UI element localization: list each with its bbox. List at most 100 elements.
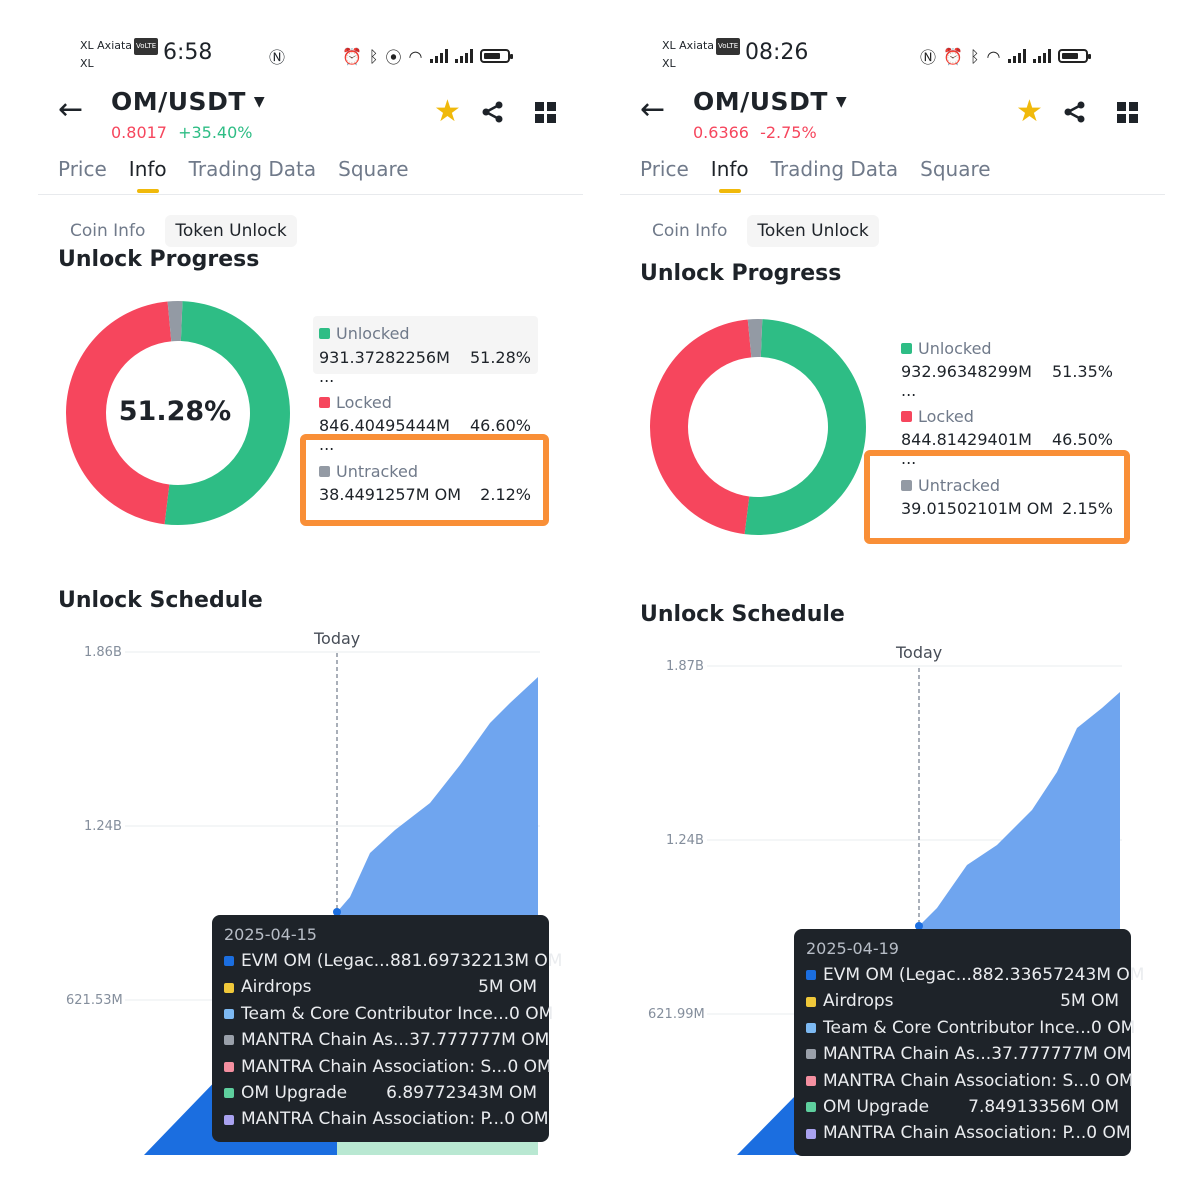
tab-info[interactable]: Info [710,157,749,193]
last-price: 0.8017 [111,123,167,142]
y-tick-mid: 1.24B [666,833,704,848]
pair-selector[interactable]: OM/USDT ▼ [111,87,266,116]
tooltip-date: 2025-04-19 [806,939,899,958]
legend-untracked[interactable]: Untracked 38.4491257M OM 2.12% [313,455,538,510]
locked-dot [319,397,330,408]
unlock-schedule-title: Unlock Schedule [58,588,263,613]
signal-icon-2 [1032,49,1051,63]
locked-segment [65,301,172,525]
series-dot [806,1023,816,1034]
legend-pct: 2.15% [1062,499,1113,518]
series-dot [224,982,234,993]
battery-icon [479,49,513,63]
series-dot [224,1114,234,1125]
subtab-coin-info[interactable]: Coin Info [70,221,146,241]
today-point [915,922,923,930]
tooltip-row: MANTRA Chain As... 37.777777M OM [224,1027,549,1053]
grid-menu-icon[interactable] [1117,102,1138,123]
legend-pct: 2.12% [480,485,531,504]
tab-price[interactable]: Price [640,157,689,181]
legend-pct: 46.60% [469,416,531,435]
sub-tabs: Coin Info Token Unlock [642,215,879,247]
legend-label: Untracked [336,462,418,481]
series-dot [224,1035,234,1046]
grid-menu-icon[interactable] [535,102,556,123]
back-arrow-icon[interactable]: ← [640,92,666,127]
wifi-icon: ◠ [408,46,423,66]
tab-square[interactable]: Square [338,157,409,181]
tab-trading-data[interactable]: Trading Data [188,157,317,181]
tooltip-row: Airdrops 5M OM [224,974,537,1000]
favorite-star-icon[interactable]: ★ [434,94,461,129]
main-tabs: Price Info Trading Data Square [640,157,991,193]
signal-icon [1007,49,1026,63]
legend-label: Untracked [918,476,1000,495]
tooltip-row: EVM OM (Legac... 881.69732213M OM [224,948,562,974]
caret-down-icon: ▼ [835,94,848,110]
alarm-icon: ⏰ [943,46,963,66]
legend-label: Unlocked [918,339,992,358]
locked-segment [650,319,752,535]
series-dot [806,1128,816,1139]
tooltip-row: MANTRA Chain Association: P... 0 OM [224,1106,549,1132]
locked-dot [901,411,912,422]
unlock-donut [650,319,866,535]
tooltip-row: OM Upgrade 7.84913356M OM [806,1094,1119,1120]
unlock-donut [65,301,290,525]
subtab-token-unlock[interactable]: Token Unlock [747,215,879,247]
status-carrier: XL Axiata VoLTE XL [80,38,159,70]
location-icon: ⦿ [385,48,402,67]
subtab-coin-info[interactable]: Coin Info [652,221,728,241]
tab-trading-data[interactable]: Trading Data [770,157,899,181]
legend-unlocked[interactable]: Unlocked 932.96348299M ... 51.35% [895,332,1120,400]
tooltip-row: Team & Core Contributor Ince... 0 OM [224,1001,553,1027]
y-tick-low: 621.53M [66,993,123,1008]
legend-untracked[interactable]: Untracked 39.01502101M OM 2.15% [895,469,1120,524]
unlocked-dot [319,328,330,339]
legend-unlocked[interactable]: Unlocked 931.37282256M ... 51.28% [313,316,538,386]
untracked-segment [747,319,763,358]
pair-selector[interactable]: OM/USDT ▼ [693,87,848,116]
legend-locked[interactable]: Locked 844.81429401M ... 46.50% [895,400,1120,468]
series-dot [806,1102,816,1113]
nfc-icon: Ⓝ [920,48,937,67]
favorite-star-icon[interactable]: ★ [1016,94,1043,129]
bluetooth-icon: ᛒ [368,46,379,66]
tooltip-row: EVM OM (Legac... 882.33657243M OM [806,962,1144,988]
tooltip-row: MANTRA Chain As... 37.777777M OM [806,1041,1131,1067]
bluetooth-icon: ᛒ [969,46,980,66]
today-point [333,908,341,916]
legend-amount: 39.01502101M OM [901,499,1054,518]
tab-divider [38,194,583,195]
status-carrier: XL Axiata VoLTE XL [662,38,741,70]
legend-label: Unlocked [336,324,410,343]
series-dot [224,1061,234,1072]
legend-pct: 51.35% [1051,362,1113,381]
tooltip-date: 2025-04-15 [224,925,317,944]
tooltip-row: MANTRA Chain Association: P... 0 OM [806,1120,1131,1146]
series-dot [806,1049,816,1060]
share-icon[interactable] [481,100,505,124]
share-icon[interactable] [1063,100,1087,124]
status-icons: Ⓝ ⏰ ᛒ ◠ [920,44,1091,68]
tooltip-row: MANTRA Chain Association: S... 0 OM [224,1054,552,1080]
donut-center-pct: 51.28% [118,396,232,427]
legend-label: Locked [918,407,974,426]
subtab-token-unlock[interactable]: Token Unlock [165,215,297,247]
alarm-icon: ⏰ [342,46,362,66]
today-label: Today [314,629,361,648]
legend-locked[interactable]: Locked 846.40495444M ... 46.60% [313,386,538,454]
untracked-highlight-box [300,434,549,526]
unlock-progress-title: Unlock Progress [58,247,260,272]
back-arrow-icon[interactable]: ← [58,92,84,127]
tab-info[interactable]: Info [128,157,167,193]
tab-price[interactable]: Price [58,157,107,181]
series-dot [806,996,816,1007]
tab-square[interactable]: Square [920,157,991,181]
series-dot [224,1009,234,1020]
status-icons: ⏰ ᛒ ⦿ ◠ [342,44,513,68]
legend-label: Locked [336,393,392,412]
series-dot [224,956,234,967]
legend-amount: 38.4491257M OM [319,485,461,504]
y-tick-mid: 1.24B [84,819,122,834]
